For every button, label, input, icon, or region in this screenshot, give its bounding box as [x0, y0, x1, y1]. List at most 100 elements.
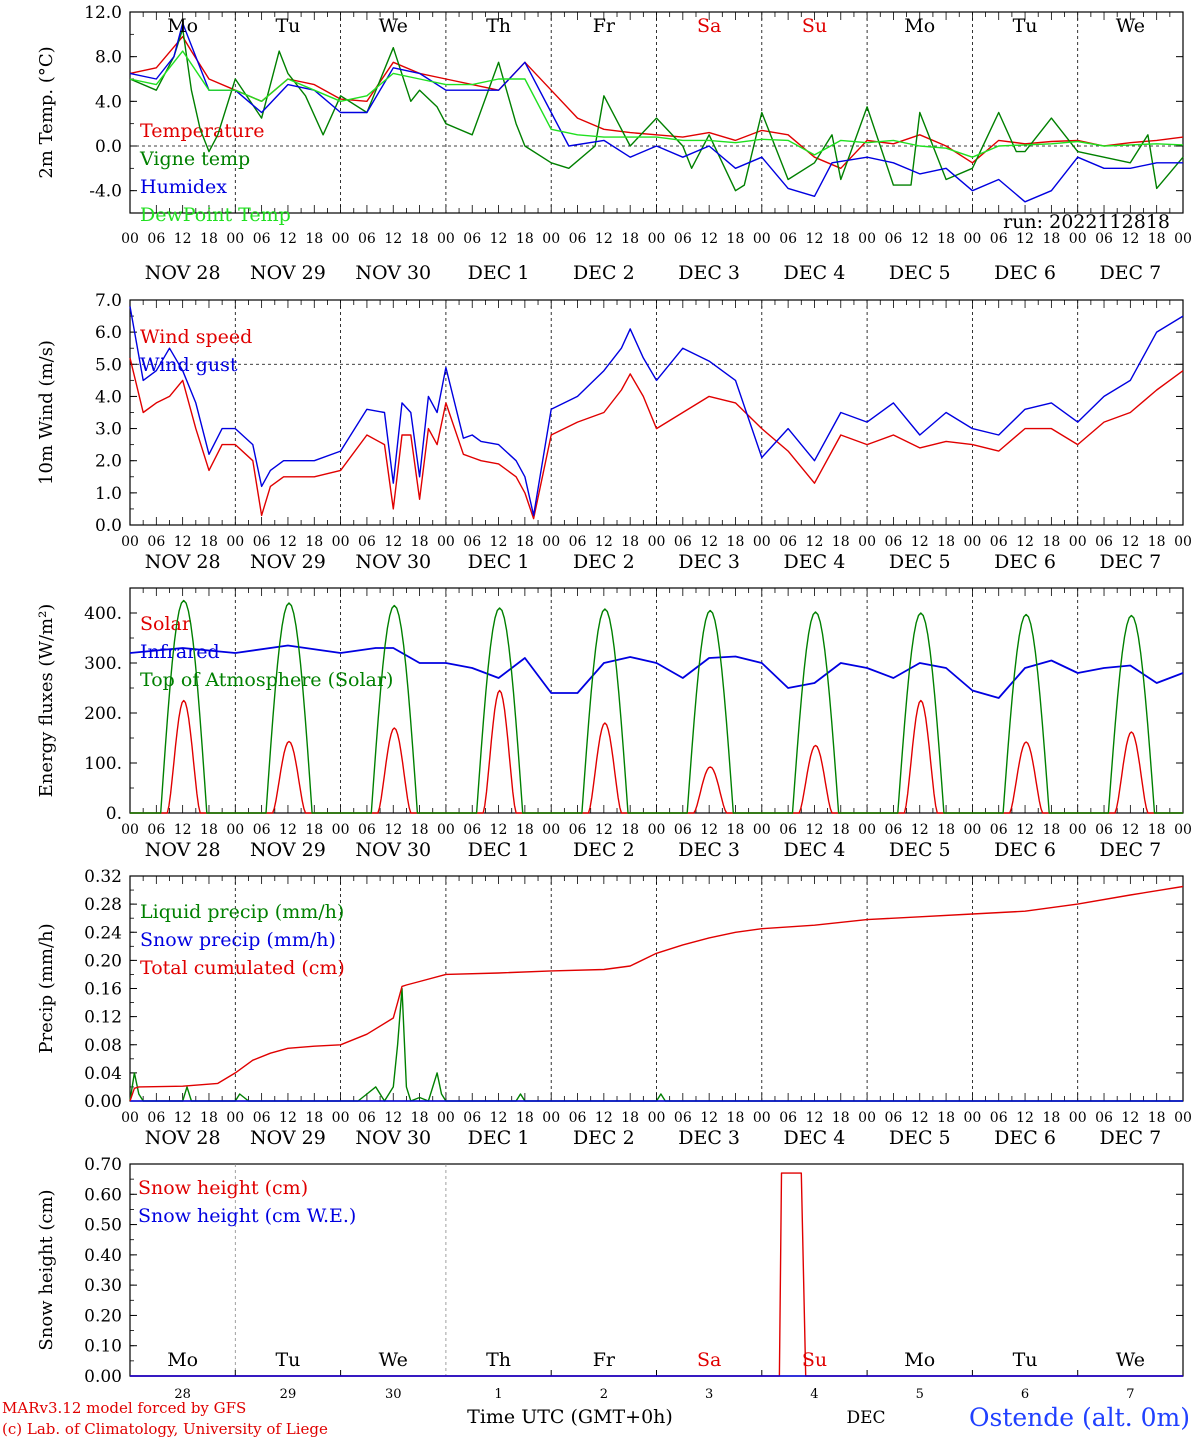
- hour-label: 06: [253, 231, 271, 247]
- date-label: DEC 6: [994, 262, 1056, 284]
- hour-label: 00: [1069, 231, 1087, 247]
- date-label: NOV 29: [250, 551, 326, 573]
- hour-label: 12: [174, 1110, 192, 1126]
- hour-label: 06: [253, 534, 271, 550]
- hour-label: 18: [1042, 822, 1060, 838]
- hour-label: 12: [279, 822, 297, 838]
- y-tick-label: 1.0: [95, 484, 122, 504]
- hour-label: 12: [911, 822, 929, 838]
- hour-label: 00: [332, 231, 350, 247]
- month-label: DEC: [846, 1408, 885, 1428]
- y-tick-label: 0.08: [84, 1036, 122, 1056]
- hour-label: 06: [885, 822, 903, 838]
- y-tick-label: 0.30: [84, 1276, 122, 1296]
- hour-label: 18: [727, 822, 745, 838]
- hour-label: 18: [1042, 1110, 1060, 1126]
- y-tick-label: 6.0: [95, 323, 122, 343]
- legend-entry: Top of Atmosphere (Solar): [140, 669, 393, 691]
- date-label: DEC 1: [468, 262, 530, 284]
- series-line-dewpoint-temp: [129, 50, 1184, 158]
- y-tick-label: 0.00: [84, 1092, 122, 1112]
- weekday-label: Su: [802, 15, 827, 37]
- hour-label: 18: [832, 231, 850, 247]
- hour-label: 06: [990, 534, 1008, 550]
- hour-label: 06: [990, 231, 1008, 247]
- y-tick-label: 0.60: [84, 1185, 122, 1205]
- hour-label: 00: [963, 822, 981, 838]
- hour-label: 18: [937, 822, 955, 838]
- hour-label: 00: [332, 822, 350, 838]
- date-label: NOV 29: [250, 839, 326, 861]
- y-tick-label: 8.0: [95, 48, 122, 68]
- x-axis-title: Time UTC (GMT+0h): [467, 1406, 673, 1428]
- date-label: DEC 2: [573, 839, 635, 861]
- hour-label: 12: [384, 1110, 402, 1126]
- date-label: DEC 5: [889, 551, 951, 573]
- weekday-label: Mo: [904, 15, 935, 37]
- y-tick-label: 0.70: [84, 1155, 122, 1175]
- hour-label: 06: [463, 231, 481, 247]
- y-tick-label: 0.28: [84, 895, 122, 915]
- legend-entry: Wind gust: [140, 354, 238, 376]
- hour-label: 00: [858, 1110, 876, 1126]
- y-tick-label: 12.0: [84, 3, 122, 23]
- y-tick-label: 0.10: [84, 1337, 122, 1357]
- date-label: NOV 30: [355, 262, 431, 284]
- hour-label: 06: [674, 1110, 692, 1126]
- hour-label: 00: [1174, 231, 1192, 247]
- hour-label: 00: [226, 534, 244, 550]
- hour-label: 00: [121, 231, 139, 247]
- date-label: DEC 7: [1099, 262, 1161, 284]
- y-tick-label: 200.: [84, 704, 122, 724]
- hour-label: 06: [1095, 231, 1113, 247]
- hour-label: 06: [463, 822, 481, 838]
- weekday-label: Sa: [697, 1349, 721, 1371]
- weekday-label: Su: [802, 1349, 827, 1371]
- hour-label: 00: [121, 1110, 139, 1126]
- day-number-label: 3: [705, 1387, 713, 1402]
- hour-label: 18: [937, 231, 955, 247]
- hour-label: 12: [806, 534, 824, 550]
- date-label: DEC 6: [994, 551, 1056, 573]
- hour-label: 00: [858, 231, 876, 247]
- date-label: DEC 6: [994, 1127, 1056, 1149]
- hour-label: 12: [806, 822, 824, 838]
- series-line-liquid-precip-mm-h-: [129, 987, 1183, 1102]
- hour-label: 18: [621, 534, 639, 550]
- hour-label: 18: [411, 1110, 429, 1126]
- hour-label: 12: [490, 534, 508, 550]
- date-label: DEC 3: [678, 839, 740, 861]
- hour-label: 06: [990, 822, 1008, 838]
- date-label: DEC 5: [889, 262, 951, 284]
- series-line-snow-height-cm-: [130, 1172, 1183, 1377]
- date-label: DEC 7: [1099, 1127, 1161, 1149]
- date-label: DEC 6: [994, 839, 1056, 861]
- date-label: NOV 28: [145, 262, 221, 284]
- hour-label: 00: [1069, 534, 1087, 550]
- hour-label: 18: [305, 534, 323, 550]
- hour-label: 12: [279, 1110, 297, 1126]
- hour-label: 12: [700, 1110, 718, 1126]
- date-label: NOV 29: [250, 262, 326, 284]
- y-tick-label: 0.40: [84, 1246, 122, 1266]
- hour-label: 00: [437, 231, 455, 247]
- hour-label: 00: [753, 1110, 771, 1126]
- hour-label: 12: [384, 534, 402, 550]
- hour-label: 12: [174, 534, 192, 550]
- hour-label: 06: [1095, 822, 1113, 838]
- day-number-label: 4: [810, 1387, 818, 1402]
- legend-entry: Humidex: [140, 176, 227, 198]
- weekday-label: Tu: [1013, 1349, 1038, 1371]
- hour-label: 00: [963, 1110, 981, 1126]
- date-label: DEC 1: [468, 551, 530, 573]
- hour-label: 12: [806, 231, 824, 247]
- hour-label: 18: [516, 822, 534, 838]
- hour-label: 00: [963, 534, 981, 550]
- hour-label: 12: [1121, 822, 1139, 838]
- date-label: DEC 2: [573, 262, 635, 284]
- hour-label: 00: [226, 231, 244, 247]
- date-label: DEC 4: [784, 551, 846, 573]
- hour-label: 06: [1095, 534, 1113, 550]
- weekday-label: Sa: [697, 15, 721, 37]
- day-number-label: 29: [280, 1387, 297, 1402]
